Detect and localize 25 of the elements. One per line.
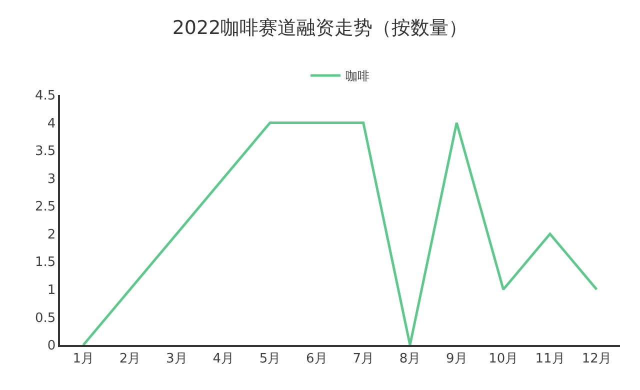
y-tick-label: 2.5 bbox=[34, 200, 56, 215]
y-tick-label: 1 bbox=[47, 282, 56, 298]
x-tick-label: 7月 bbox=[352, 351, 374, 366]
x-tick-label: 11月 bbox=[535, 351, 565, 366]
x-tick-label: 9月 bbox=[446, 351, 468, 366]
x-tick-label: 3月 bbox=[166, 351, 188, 366]
legend-label: 咖啡 bbox=[346, 69, 370, 84]
x-tick-label: 5月 bbox=[259, 351, 281, 366]
y-tick-label: 0 bbox=[47, 338, 56, 354]
y-tick-label: 0.5 bbox=[34, 310, 56, 326]
x-tick-label: 4月 bbox=[212, 351, 234, 366]
y-tick-label: 3.5 bbox=[34, 144, 56, 160]
x-tick-label: 12月 bbox=[582, 351, 612, 366]
chart-title: 2022咖啡赛道融资走势（按数量） bbox=[172, 16, 468, 39]
y-tick-label: 3 bbox=[47, 172, 56, 187]
x-tick-label: 2月 bbox=[119, 351, 141, 366]
x-tick-label: 10月 bbox=[488, 351, 518, 366]
y-tick-label: 4.5 bbox=[34, 88, 56, 104]
y-tick-label: 2 bbox=[47, 227, 56, 242]
x-tick-label: 1月 bbox=[72, 351, 94, 366]
x-tick-label: 6月 bbox=[306, 351, 328, 366]
line-series bbox=[82, 122, 598, 345]
y-tick-label: 1.5 bbox=[34, 255, 56, 270]
y-tick-label: 4 bbox=[47, 116, 56, 132]
x-tick-label: 8月 bbox=[399, 351, 421, 366]
